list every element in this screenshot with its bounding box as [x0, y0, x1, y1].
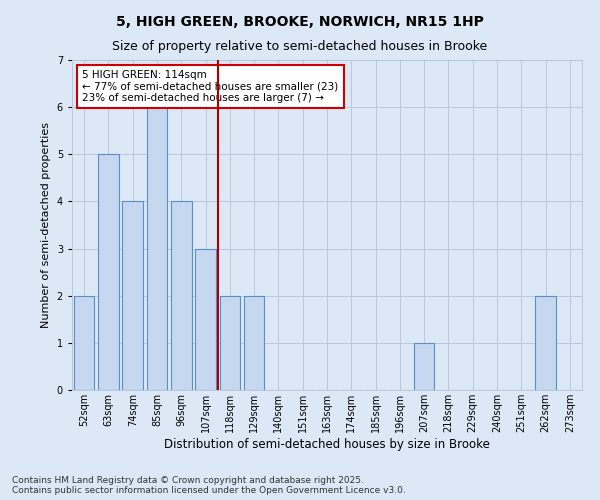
X-axis label: Distribution of semi-detached houses by size in Brooke: Distribution of semi-detached houses by …: [164, 438, 490, 450]
Bar: [74, 296, 94, 390]
Bar: [220, 296, 240, 390]
Y-axis label: Number of semi-detached properties: Number of semi-detached properties: [41, 122, 51, 328]
Bar: [244, 296, 265, 390]
Bar: [146, 107, 167, 390]
Text: Size of property relative to semi-detached houses in Brooke: Size of property relative to semi-detach…: [112, 40, 488, 53]
Bar: [171, 202, 191, 390]
Bar: [535, 296, 556, 390]
Bar: [414, 343, 434, 390]
Bar: [98, 154, 119, 390]
Text: 5, HIGH GREEN, BROOKE, NORWICH, NR15 1HP: 5, HIGH GREEN, BROOKE, NORWICH, NR15 1HP: [116, 15, 484, 29]
Bar: [195, 248, 216, 390]
Bar: [122, 202, 143, 390]
Text: Contains HM Land Registry data © Crown copyright and database right 2025.
Contai: Contains HM Land Registry data © Crown c…: [12, 476, 406, 495]
Text: 5 HIGH GREEN: 114sqm
← 77% of semi-detached houses are smaller (23)
23% of semi-: 5 HIGH GREEN: 114sqm ← 77% of semi-detac…: [82, 70, 338, 103]
